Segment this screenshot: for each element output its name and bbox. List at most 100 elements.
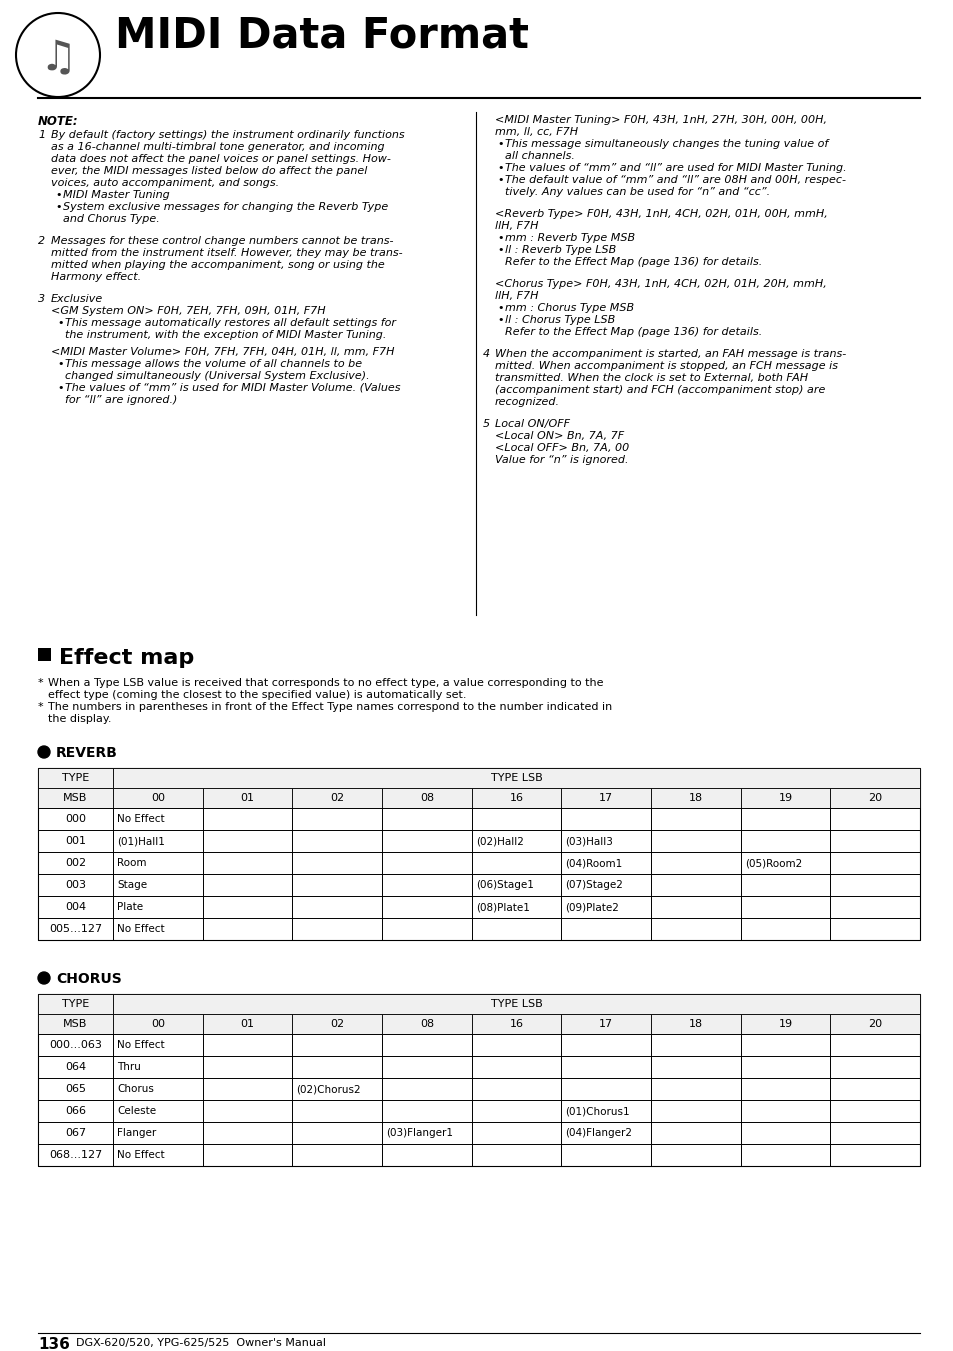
Text: When a Type LSB value is received that corresponds to no effect type, a value co: When a Type LSB value is received that c… (48, 678, 603, 688)
Text: 068...127: 068...127 (49, 1150, 102, 1161)
Bar (292, 1100, 381, 1121)
Text: •: • (57, 317, 64, 328)
Bar (560, 1121, 650, 1144)
Bar (38, 917, 112, 940)
Text: 002: 002 (65, 858, 86, 867)
Text: NOTE:: NOTE: (38, 115, 78, 128)
Bar (740, 852, 829, 874)
Bar (202, 1121, 292, 1144)
Bar (560, 1034, 650, 1056)
Text: The values of “mm” is used for MIDI Master Volume. (Values: The values of “mm” is used for MIDI Mast… (65, 382, 400, 393)
Bar (202, 1056, 292, 1078)
Text: (03)Hall3: (03)Hall3 (565, 836, 613, 846)
Bar (829, 808, 919, 830)
Text: Flanger: Flanger (117, 1128, 156, 1138)
Bar (650, 1078, 740, 1100)
Bar (740, 874, 829, 896)
Bar (38, 767, 919, 940)
Bar (829, 896, 919, 917)
Bar (112, 1015, 202, 1034)
Bar (202, 808, 292, 830)
Bar (829, 788, 919, 808)
Bar (112, 767, 919, 788)
Bar (112, 830, 202, 852)
Bar (740, 1034, 829, 1056)
Text: 004: 004 (65, 902, 86, 912)
Text: Thru: Thru (117, 1062, 141, 1071)
Text: <Local ON> Bn, 7A, 7F: <Local ON> Bn, 7A, 7F (495, 431, 623, 440)
Text: 19: 19 (778, 1019, 792, 1029)
Text: Local ON/OFF: Local ON/OFF (495, 419, 569, 430)
Bar (740, 1144, 829, 1166)
Text: mm, ll, cc, F7H: mm, ll, cc, F7H (495, 127, 578, 136)
Circle shape (16, 14, 100, 97)
Text: mitted. When accompaniment is stopped, an FCH message is: mitted. When accompaniment is stopped, a… (495, 361, 837, 372)
Text: •: • (55, 190, 61, 200)
Text: Harmony effect.: Harmony effect. (51, 272, 141, 282)
Bar (560, 808, 650, 830)
Bar (292, 917, 381, 940)
Bar (292, 1056, 381, 1078)
Text: mitted from the instrument itself. However, they may be trans-: mitted from the instrument itself. Howev… (51, 249, 402, 258)
Bar (202, 1100, 292, 1121)
Text: 067: 067 (65, 1128, 86, 1138)
Bar (292, 808, 381, 830)
Text: (07)Stage2: (07)Stage2 (565, 880, 622, 890)
Text: <Chorus Type> F0H, 43H, 1nH, 4CH, 02H, 01H, 20H, mmH,: <Chorus Type> F0H, 43H, 1nH, 4CH, 02H, 0… (495, 280, 826, 289)
Text: as a 16-channel multi-timbral tone generator, and incoming: as a 16-channel multi-timbral tone gener… (51, 142, 384, 153)
Bar (112, 788, 202, 808)
Text: Stage: Stage (117, 880, 147, 890)
Bar (650, 1144, 740, 1166)
Bar (471, 1121, 560, 1144)
Text: Messages for these control change numbers cannot be trans-: Messages for these control change number… (51, 236, 393, 246)
Text: changed simultaneously (Universal System Exclusive).: changed simultaneously (Universal System… (65, 372, 369, 381)
Text: for “ll” are ignored.): for “ll” are ignored.) (65, 394, 177, 405)
Bar (560, 788, 650, 808)
Bar (829, 1015, 919, 1034)
Text: 3: 3 (38, 295, 45, 304)
Bar (112, 1100, 202, 1121)
Circle shape (38, 746, 50, 758)
Bar (650, 874, 740, 896)
Text: No Effect: No Effect (117, 924, 165, 934)
Text: voices, auto accompaniment, and songs.: voices, auto accompaniment, and songs. (51, 178, 279, 188)
Bar (38, 767, 112, 788)
Bar (112, 874, 202, 896)
Circle shape (38, 971, 50, 984)
Bar (38, 874, 112, 896)
Bar (381, 896, 471, 917)
Text: This message allows the volume of all channels to be: This message allows the volume of all ch… (65, 359, 362, 369)
Text: 16: 16 (509, 793, 523, 802)
Bar (740, 808, 829, 830)
Bar (202, 917, 292, 940)
Bar (381, 1078, 471, 1100)
Text: 005...127: 005...127 (49, 924, 102, 934)
Text: 000...063: 000...063 (49, 1040, 102, 1050)
Bar (202, 852, 292, 874)
Text: the display.: the display. (48, 713, 112, 724)
Text: (02)Hall2: (02)Hall2 (476, 836, 523, 846)
Bar (650, 830, 740, 852)
Bar (202, 1015, 292, 1034)
Text: ♫: ♫ (39, 36, 76, 78)
Bar (560, 1100, 650, 1121)
Bar (292, 896, 381, 917)
Text: 136: 136 (38, 1337, 70, 1351)
Text: •: • (55, 203, 61, 212)
Text: mitted when playing the accompaniment, song or using the: mitted when playing the accompaniment, s… (51, 259, 384, 270)
Bar (112, 808, 202, 830)
Bar (202, 1034, 292, 1056)
Text: Refer to the Effect Map (page 136) for details.: Refer to the Effect Map (page 136) for d… (504, 257, 761, 267)
Bar (471, 1034, 560, 1056)
Text: all channels.: all channels. (504, 151, 575, 161)
Bar (650, 1056, 740, 1078)
Bar (829, 1100, 919, 1121)
Bar (650, 1121, 740, 1144)
Text: 000: 000 (65, 815, 86, 824)
Text: •: • (497, 245, 503, 255)
Text: The default value of “mm” and “ll” are 08H and 00H, respec-: The default value of “mm” and “ll” are 0… (504, 176, 845, 185)
Text: 065: 065 (65, 1084, 86, 1094)
Bar (471, 1015, 560, 1034)
Bar (560, 874, 650, 896)
Text: 20: 20 (867, 793, 882, 802)
